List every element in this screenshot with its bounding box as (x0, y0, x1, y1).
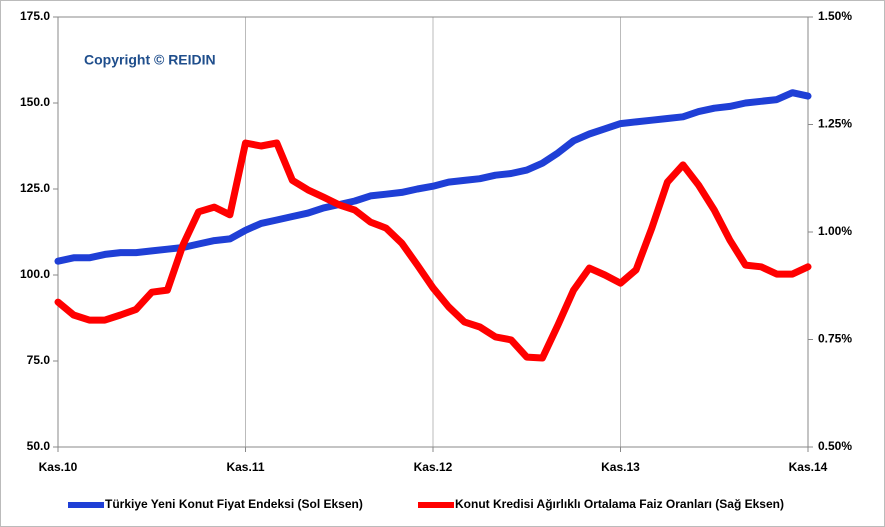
x-tick-label: Kas.13 (601, 460, 640, 474)
x-tick-label: Kas.12 (414, 460, 453, 474)
y2-tick-label: 0.50% (818, 439, 852, 453)
y-tick-label: 75.0 (27, 353, 51, 367)
y2-tick-label: 1.50% (818, 9, 852, 23)
data-line (54, 139, 812, 362)
y2-tick-label: 0.75% (818, 332, 852, 346)
legend-label: Türkiye Yeni Konut Fiyat Endeksi (Sol Ek… (105, 497, 363, 511)
y2-tick-label: 1.00% (818, 224, 852, 238)
x-tick-label: Kas.14 (789, 460, 828, 474)
y-tick-label: 50.0 (27, 439, 51, 453)
y-tick-label: 150.0 (20, 95, 50, 109)
x-tick-label: Kas.10 (39, 460, 78, 474)
annotation: Copyright © REIDIN (84, 52, 216, 68)
y-tick-label: 125.0 (20, 181, 50, 195)
legend-label: Konut Kredisi Ağırlıklı Ortalama Faiz Or… (455, 497, 784, 511)
y-tick-label: 175.0 (20, 9, 50, 23)
x-tick-label: Kas.11 (226, 460, 264, 474)
y-tick-label: 100.0 (20, 267, 50, 281)
y2-tick-label: 1.25% (818, 117, 852, 131)
